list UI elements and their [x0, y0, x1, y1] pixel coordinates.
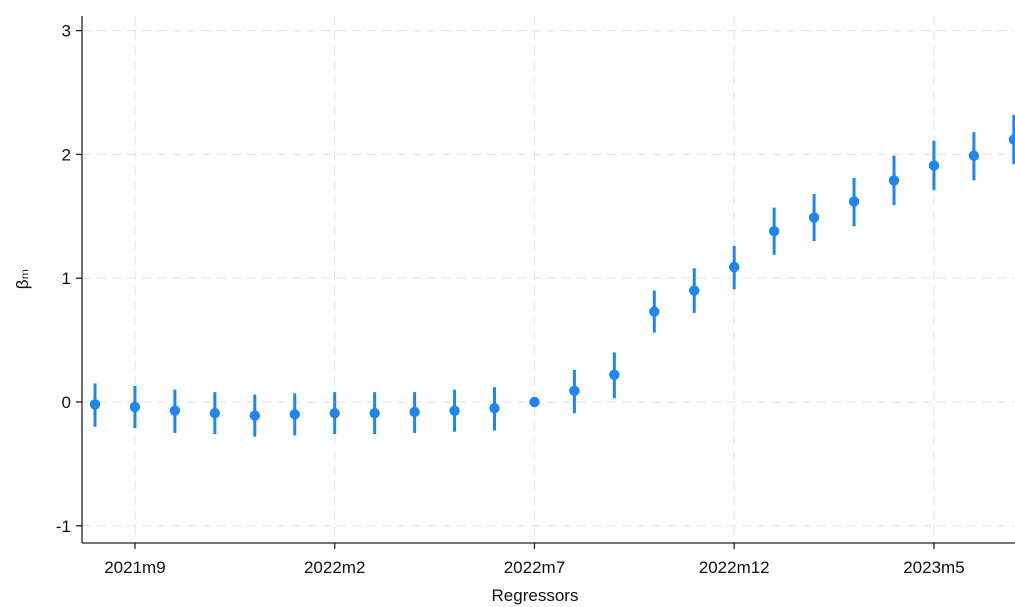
axes-layer — [81, 16, 1015, 544]
coefficient-point — [529, 396, 540, 408]
coefficient-point — [129, 401, 141, 413]
coefficient-point — [209, 407, 221, 419]
coefficient-point — [888, 175, 900, 186]
y-tick-label: 3 — [62, 22, 71, 41]
marks-layer — [89, 114, 1015, 437]
coefficient-point — [928, 160, 940, 171]
x-axis-title: Regressors — [492, 586, 579, 605]
coefficient-point — [409, 406, 420, 418]
x-tick-label: 2022m12 — [699, 558, 770, 577]
y-tick-label: 0 — [62, 393, 71, 412]
coefficient-point — [609, 369, 620, 380]
coefficient-point — [89, 399, 101, 410]
x-tick-label: 2022m7 — [504, 558, 565, 577]
y-tick-label: 1 — [62, 269, 71, 288]
grid-layer — [82, 16, 1015, 543]
x-tick-label: 2021m9 — [104, 558, 165, 577]
coefficient-point — [689, 285, 700, 296]
y-axis-title: βₘ — [13, 269, 32, 289]
y-tick-label: 2 — [62, 145, 71, 164]
coefficient-point — [369, 407, 380, 419]
coefficient-point — [649, 306, 660, 317]
coefficient-point — [848, 196, 860, 207]
coefficient-point — [768, 225, 780, 237]
coefficient-point — [808, 212, 820, 223]
coefficient-point — [489, 402, 500, 414]
coefficient-point — [249, 410, 260, 421]
coefficient-point — [729, 261, 740, 273]
coefficient-point — [169, 405, 181, 416]
coefficient-point — [569, 385, 580, 397]
coefficient-point — [449, 405, 460, 416]
y-tick-label: -1 — [56, 517, 71, 536]
x-tick-label: 2023m5 — [903, 558, 964, 577]
x-tick-label: 2022m2 — [304, 558, 365, 577]
coefficient-point — [1008, 134, 1015, 145]
ticks-layer: -1 0 1 2 3 2021m9 2022m2 2022m7 2022m12 2023m5 — [56, 22, 965, 577]
coefficient-point — [968, 150, 980, 161]
coefficient-point — [289, 409, 300, 420]
coefficient-point — [329, 407, 340, 419]
